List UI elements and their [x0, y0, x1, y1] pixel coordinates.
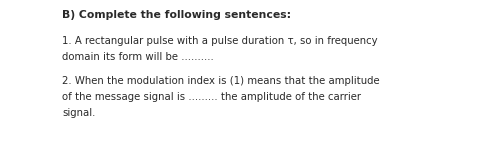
Text: domain its form will be ..........: domain its form will be ..........	[62, 52, 214, 62]
Text: of the message signal is ......... the amplitude of the carrier: of the message signal is ......... the a…	[62, 92, 361, 102]
Text: 1. A rectangular pulse with a pulse duration τ, so in frequency: 1. A rectangular pulse with a pulse dura…	[62, 36, 378, 46]
Text: signal.: signal.	[62, 108, 95, 118]
Text: B) Complete the following sentences:: B) Complete the following sentences:	[62, 10, 291, 20]
Text: 2. When the modulation index is (1) means that the amplitude: 2. When the modulation index is (1) mean…	[62, 76, 380, 86]
